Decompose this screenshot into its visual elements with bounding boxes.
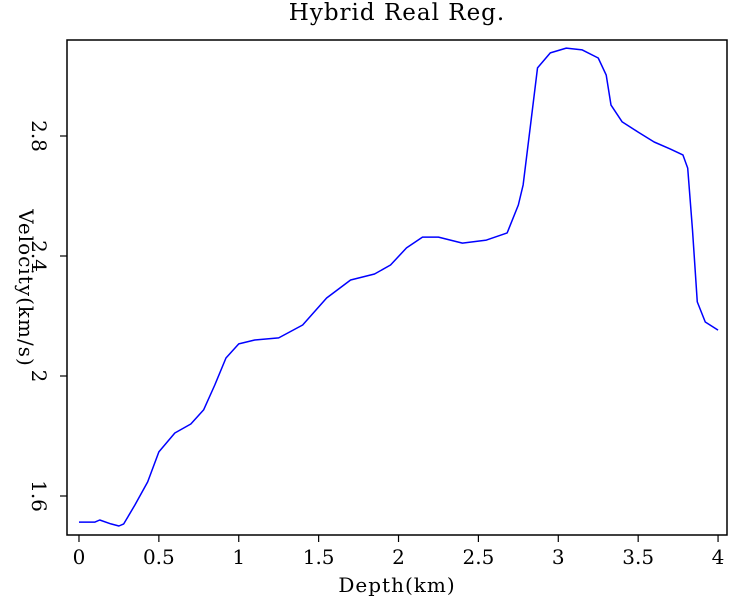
x-tick-label: 1.5 bbox=[303, 545, 335, 569]
x-axis-label: Depth(km) bbox=[338, 573, 455, 597]
x-tick-label: 0.5 bbox=[143, 545, 175, 569]
x-tick-label: 2.5 bbox=[462, 545, 494, 569]
x-tick-label: 4 bbox=[712, 545, 725, 569]
data-line bbox=[78, 47, 719, 527]
y-tick-label: 1.6 bbox=[27, 480, 51, 512]
x-tick-label: 3.5 bbox=[622, 545, 654, 569]
x-tick-label: 0 bbox=[73, 545, 86, 569]
x-tick-label: 3 bbox=[552, 545, 565, 569]
x-tick-label: 1 bbox=[232, 545, 245, 569]
y-tick-label: 2.8 bbox=[27, 120, 51, 152]
y-tick-label: 2 bbox=[27, 370, 51, 383]
y-axis-label: Velocity(km/s) bbox=[14, 208, 38, 367]
y-tick-label: 2.4 bbox=[27, 240, 51, 272]
x-tick-label: 2 bbox=[392, 545, 405, 569]
chart-title: Hybrid Real Reg. bbox=[289, 0, 505, 26]
plot-frame bbox=[66, 39, 728, 536]
